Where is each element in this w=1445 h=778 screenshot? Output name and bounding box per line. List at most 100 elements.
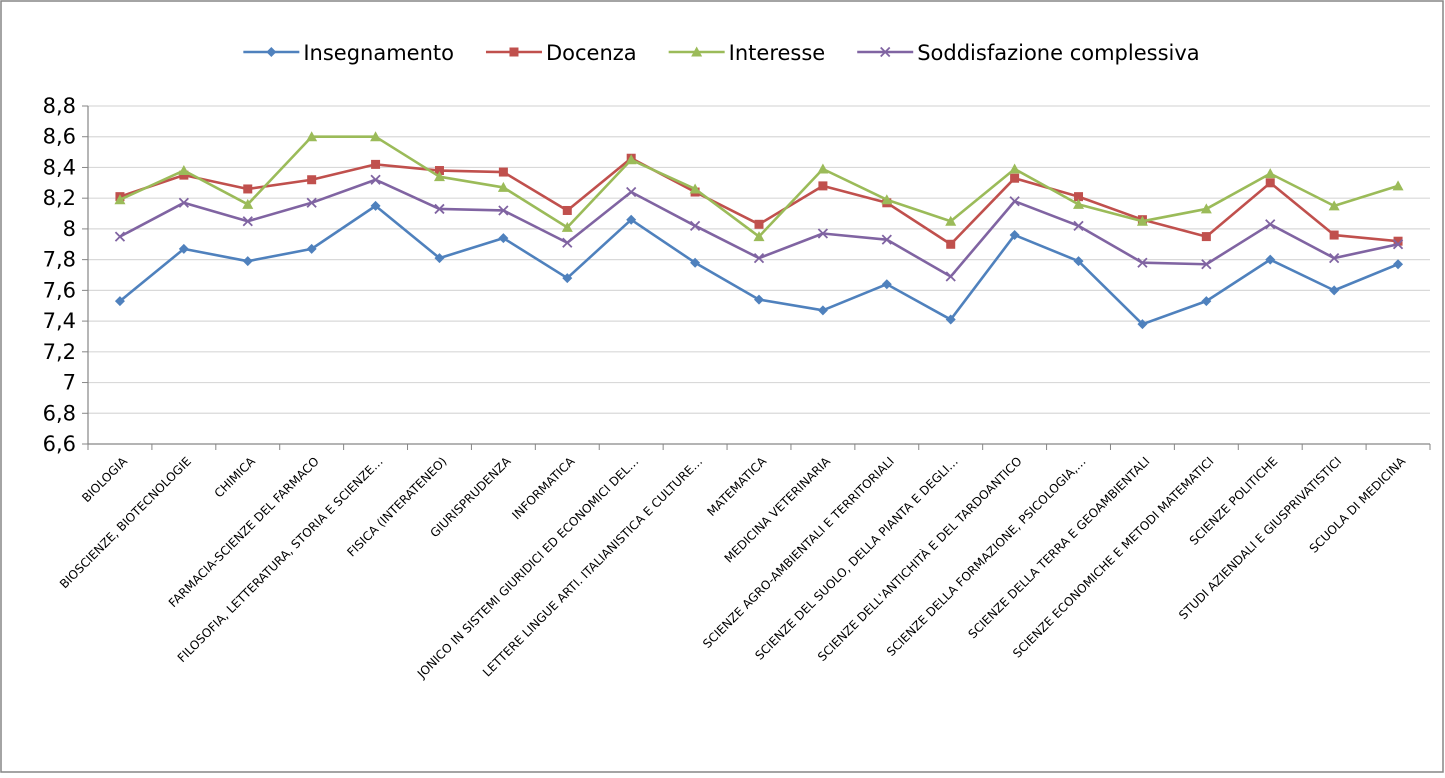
data-point — [306, 197, 317, 208]
data-point — [1201, 232, 1211, 242]
series-group — [114, 131, 1404, 330]
data-point — [754, 219, 764, 229]
data-point — [1201, 296, 1212, 307]
data-point — [370, 131, 382, 142]
data-point — [1329, 285, 1340, 296]
series-docenza — [115, 153, 1403, 249]
data-point — [754, 294, 764, 305]
gridlines — [88, 105, 1430, 414]
data-point — [498, 205, 509, 216]
data-point — [266, 47, 277, 57]
data-point — [691, 46, 703, 57]
data-point — [881, 234, 892, 245]
data-point — [306, 243, 317, 254]
data-point — [817, 305, 828, 316]
legend-label: Soddisfazione complessiva — [917, 41, 1199, 65]
data-point — [1264, 168, 1276, 179]
data-point — [945, 215, 957, 226]
data-point — [1392, 180, 1404, 191]
y-tick-label: 8,4 — [43, 155, 76, 179]
data-point — [817, 163, 829, 174]
data-point — [817, 228, 829, 239]
data-point — [370, 174, 381, 185]
y-tick-label: 6,8 — [43, 401, 76, 425]
data-point — [1074, 192, 1084, 202]
legend-item: Interesse — [668, 41, 826, 65]
data-point — [1200, 203, 1212, 214]
data-point — [497, 181, 509, 192]
data-point — [753, 252, 765, 264]
series-interesse — [114, 131, 1404, 242]
y-tick-label: 7,4 — [43, 309, 76, 333]
data-point — [1328, 200, 1340, 211]
data-point — [1073, 256, 1084, 267]
legend-label: Interesse — [729, 41, 826, 65]
series-insegnamento — [114, 200, 1404, 330]
data-point — [498, 233, 509, 244]
data-point — [1265, 219, 1276, 230]
data-point — [243, 184, 253, 194]
series-soddisfazione-complessiva — [114, 174, 1404, 282]
data-point — [1073, 198, 1085, 209]
data-point — [1137, 319, 1148, 330]
data-point — [370, 200, 381, 211]
y-tick-label: 8,2 — [43, 186, 76, 210]
data-point — [689, 220, 701, 231]
data-point — [1393, 259, 1404, 270]
legend-item: Insegnamento — [243, 41, 454, 65]
data-point — [509, 47, 519, 57]
data-point — [179, 170, 189, 180]
legend-item: Soddisfazione complessiva — [857, 41, 1200, 65]
data-point — [1265, 178, 1275, 188]
data-point — [625, 154, 637, 165]
data-point — [178, 197, 189, 208]
data-point — [626, 186, 637, 198]
data-point — [1009, 163, 1021, 174]
data-point — [1329, 252, 1340, 264]
data-point — [178, 165, 190, 176]
data-point — [242, 256, 253, 267]
y-tick-label: 7,6 — [43, 278, 76, 302]
y-tick-label: 8 — [63, 217, 76, 241]
data-point — [562, 205, 572, 215]
y-axis-ticks: 6,6 6,8 7 7,2 7,4 7,6 7,8 8 8,2 8,4 8,6 8,8 — [43, 94, 76, 456]
data-point — [114, 194, 126, 205]
data-point — [114, 296, 125, 307]
data-point — [818, 181, 828, 191]
y-tick-label: 8,6 — [43, 125, 76, 149]
data-point — [1073, 220, 1084, 231]
data-point — [1392, 239, 1404, 250]
data-point — [1201, 259, 1212, 270]
legend-label: Docenza — [546, 41, 637, 65]
data-point — [562, 273, 573, 284]
y-tick-label: 6,6 — [43, 432, 76, 456]
data-point — [880, 46, 891, 58]
data-point — [1010, 173, 1020, 183]
y-tick-label: 7 — [63, 371, 76, 395]
data-point — [881, 194, 893, 205]
data-point — [434, 166, 444, 176]
data-point — [114, 231, 126, 242]
data-point — [242, 216, 253, 227]
data-point — [434, 253, 445, 264]
data-point — [561, 221, 573, 232]
data-point — [306, 131, 318, 142]
data-point — [753, 231, 765, 242]
data-point — [1393, 236, 1403, 246]
legend: Insegnamento Docenza Interesse Soddisfazion… — [243, 41, 1200, 65]
legend-item: Docenza — [485, 41, 637, 65]
data-point — [945, 271, 956, 282]
data-point — [1137, 257, 1148, 268]
data-point — [434, 203, 445, 215]
data-point — [946, 239, 956, 249]
data-point — [307, 175, 317, 185]
data-point — [562, 237, 573, 248]
data-point — [242, 198, 254, 209]
data-point — [945, 314, 956, 325]
data-point — [371, 159, 381, 169]
legend-label: Insegnamento — [303, 41, 454, 65]
data-point — [1136, 215, 1148, 226]
